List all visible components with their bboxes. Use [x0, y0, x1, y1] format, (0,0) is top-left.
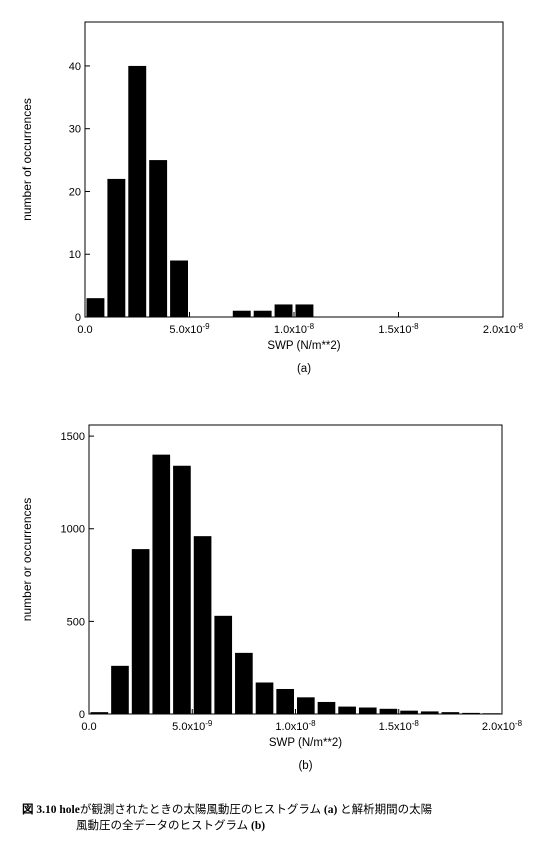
- chart-b-x-tick-label: 1.0x10-8: [275, 719, 316, 733]
- chart-a-y-tick-label: 0: [75, 312, 81, 324]
- chart-b-bar: [90, 712, 109, 714]
- chart-b-y-tick-label: 1500: [61, 431, 85, 443]
- chart-a-x-tick-label: 5.0x10-9: [169, 322, 210, 336]
- chart-a-x-axis-label: SWP (N/m**2): [267, 340, 340, 352]
- chart-b-plot-frame: [88, 424, 503, 715]
- chart-b-x-tick-label: 2.0x10-8: [482, 719, 523, 733]
- histogram-b: 0 500 1000 1500 0.0 5.0x10-9 1.0x10-8 1.5x10-8 2…: [20, 424, 523, 772]
- chart-b-bar: [276, 688, 294, 714]
- chart-b-x-tick-label: 1.5x10-8: [379, 719, 420, 733]
- chart-b-panel-label: (b): [298, 760, 312, 772]
- chart-b-bar: [214, 615, 233, 714]
- chart-b-bar: [193, 536, 212, 714]
- figure-caption: 図 3.10 holeが観測されたときの太陽風動圧のヒストグラム (a) と解析…: [22, 802, 542, 834]
- caption-line-2: 風動圧の全データのヒストグラム (b): [22, 818, 542, 834]
- chart-b-x-tick-label: 0.0: [81, 721, 96, 733]
- chart-a-y-tick-label: 40: [69, 61, 81, 73]
- chart-a-bar: [149, 160, 168, 317]
- caption-text-2: 風動圧の全データのヒストグラム: [76, 820, 249, 832]
- chart-a-x-tick-label: 1.0x10-8: [274, 322, 315, 336]
- caption-ref-a: (a): [323, 804, 338, 816]
- caption-keyword: hole: [59, 804, 80, 816]
- chart-b-y-axis-label: number or occurrences: [20, 498, 34, 621]
- chart-a-y-tick-label: 10: [69, 249, 81, 261]
- chart-b-bar: [317, 701, 336, 714]
- chart-a-bar: [86, 298, 105, 317]
- chart-a-y-axis-label: number of occurrences: [20, 98, 34, 221]
- chart-b-bar: [338, 706, 356, 714]
- chart-b-bar: [400, 710, 418, 714]
- chart-a-plot-frame: [84, 21, 504, 318]
- chart-a-y-tick-label: 30: [69, 124, 81, 136]
- chart-a-bar: [295, 304, 314, 317]
- figure-number: 図 3.10: [22, 804, 57, 816]
- chart-b-x-axis-label: SWP (N/m**2): [269, 737, 342, 749]
- chart-b-bar: [420, 711, 439, 714]
- chart-a-x-tick-label: 0.0: [77, 324, 92, 336]
- chart-a-bar: [170, 260, 188, 317]
- chart-b-bar: [462, 712, 480, 714]
- chart-b-bar: [379, 708, 398, 714]
- chart-b-bar: [235, 652, 253, 714]
- chart-b-bar: [297, 697, 315, 714]
- caption-text-1: が観測されたときの太陽風動圧のヒストグラム: [79, 804, 321, 816]
- chart-b-bar: [111, 665, 129, 714]
- chart-b-y-tick-label: 500: [67, 616, 85, 628]
- chart-a-bar: [274, 304, 293, 317]
- histogram-a: 0 10 20 30 40 0.0 5.0x10-9 1.0x10-8 1.5x10-8 2.0x…: [20, 21, 524, 375]
- chart-b-y-tick-label: 0: [79, 709, 85, 721]
- chart-a-panel-label: (a): [297, 363, 311, 375]
- chart-b-bar: [441, 712, 460, 714]
- caption-tail-1: と解析期間の太陽: [340, 804, 433, 816]
- chart-a-y-tick-label: 20: [69, 186, 81, 198]
- chart-b-bar: [255, 682, 274, 714]
- chart-b-bar: [358, 707, 377, 714]
- chart-b-bar: [152, 454, 171, 714]
- caption-ref-b: (b): [251, 820, 266, 832]
- chart-a-x-tick-label: 1.5x10-8: [378, 322, 419, 336]
- chart-b-bar: [131, 549, 150, 714]
- chart-b-bar: [173, 465, 191, 714]
- chart-a-bar: [107, 178, 126, 317]
- chart-b-y-tick-label: 1000: [61, 524, 85, 536]
- chart-a-x-tick-label: 2.0x10-8: [483, 322, 524, 336]
- figure: 0 10 20 30 40 0.0 5.0x10-9 1.0x10-8 1.5x10-8 2.0x…: [20, 21, 524, 772]
- chart-a-bar: [232, 310, 251, 317]
- chart-b-x-tick-label: 5.0x10-9: [172, 719, 213, 733]
- chart-a-bar: [253, 310, 272, 317]
- chart-a-bar: [128, 65, 147, 317]
